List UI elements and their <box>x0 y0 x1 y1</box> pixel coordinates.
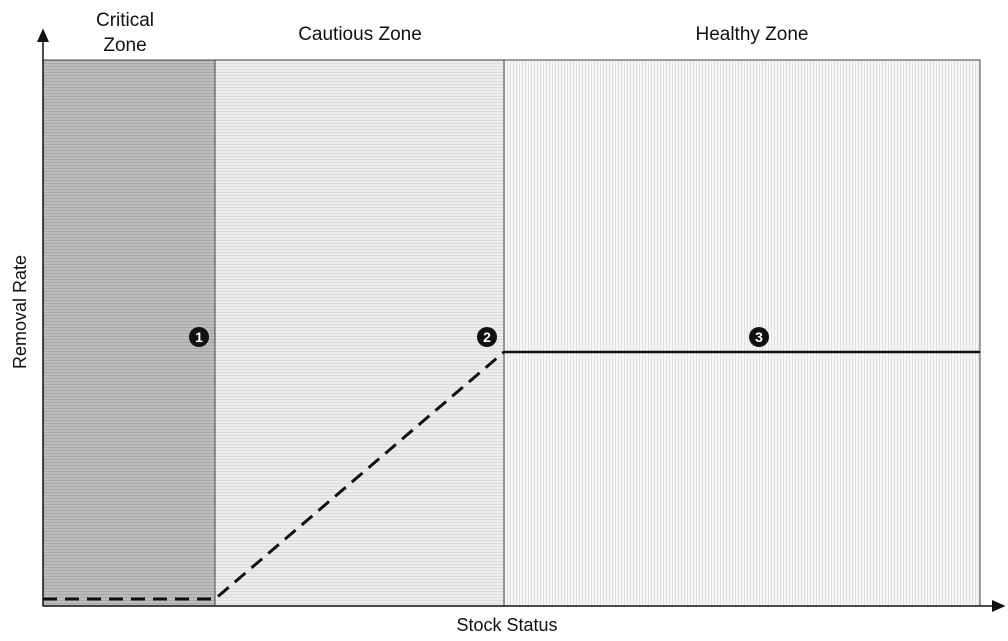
marker-circle <box>189 327 209 347</box>
zone-label: Zone <box>103 35 146 56</box>
marker: 2 <box>477 327 497 347</box>
marker: 3 <box>749 327 769 347</box>
cautious-zone <box>214 59 505 607</box>
marker-label: 1 <box>195 329 203 345</box>
marker: 1 <box>189 327 209 347</box>
x-axis-label: Stock Status <box>456 615 557 635</box>
zone-label: Critical <box>96 10 154 31</box>
critical-zone <box>42 59 216 607</box>
healthy-zone <box>503 59 981 607</box>
zone-label: Healthy Zone <box>695 24 808 45</box>
marker-label: 2 <box>483 329 491 345</box>
y-axis-label: Removal Rate <box>10 255 30 369</box>
marker-circle <box>749 327 769 347</box>
marker-label: 3 <box>755 329 763 345</box>
marker-circle <box>477 327 497 347</box>
dashed-rule-line <box>43 350 505 601</box>
zone-label: Cautious Zone <box>298 24 422 45</box>
